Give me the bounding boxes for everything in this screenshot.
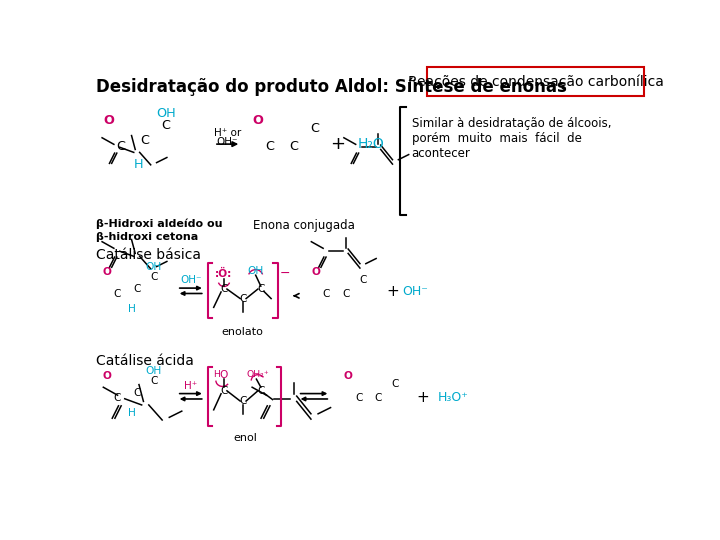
Text: +: + bbox=[330, 135, 346, 153]
Text: OH: OH bbox=[248, 266, 264, 276]
Text: Desidratação do produto Aldol: Síntese de enonas: Desidratação do produto Aldol: Síntese d… bbox=[96, 77, 567, 96]
Text: C: C bbox=[375, 393, 382, 403]
Text: OH⁻: OH⁻ bbox=[180, 275, 202, 286]
Text: H₃O⁺: H₃O⁺ bbox=[437, 391, 468, 404]
Text: C: C bbox=[150, 272, 157, 282]
Text: C: C bbox=[240, 294, 247, 303]
Text: O: O bbox=[252, 113, 263, 126]
Text: Enona conjugada: Enona conjugada bbox=[253, 219, 355, 232]
Text: Catálise básica: Catálise básica bbox=[96, 248, 201, 262]
Text: O: O bbox=[220, 370, 228, 380]
Text: −: − bbox=[280, 267, 291, 280]
Text: H₂O: H₂O bbox=[357, 137, 384, 151]
Text: OH: OH bbox=[145, 366, 162, 376]
Text: OH: OH bbox=[156, 107, 176, 120]
Text: +: + bbox=[386, 285, 399, 300]
Text: Catálise ácida: Catálise ácida bbox=[96, 354, 194, 368]
Text: enolato: enolato bbox=[222, 327, 264, 336]
Text: O: O bbox=[311, 267, 320, 277]
Text: C: C bbox=[113, 393, 120, 403]
Text: C: C bbox=[289, 140, 299, 153]
Text: C: C bbox=[117, 140, 126, 153]
Text: H⁺ or: H⁺ or bbox=[214, 127, 240, 138]
FancyBboxPatch shape bbox=[427, 67, 644, 96]
Text: C: C bbox=[150, 376, 157, 386]
Text: H: H bbox=[213, 370, 220, 379]
Text: C: C bbox=[355, 393, 362, 403]
Text: β-Hidroxi aldeído ou
β-hidroxi cetona: β-Hidroxi aldeído ou β-hidroxi cetona bbox=[96, 219, 222, 242]
Text: O: O bbox=[102, 371, 111, 381]
Text: C: C bbox=[310, 123, 319, 136]
Text: H⁺: H⁺ bbox=[184, 381, 197, 391]
Text: O: O bbox=[102, 267, 111, 277]
Text: C: C bbox=[133, 284, 140, 294]
Text: +: + bbox=[417, 390, 430, 405]
Text: C: C bbox=[257, 284, 264, 294]
Text: H: H bbox=[127, 408, 135, 418]
Text: C: C bbox=[220, 386, 228, 396]
Text: C: C bbox=[140, 134, 150, 147]
Text: Reações de condensação carbonílica: Reações de condensação carbonílica bbox=[408, 75, 664, 89]
Text: enol: enol bbox=[233, 433, 257, 443]
Text: C: C bbox=[359, 274, 366, 285]
Text: OH₂⁺: OH₂⁺ bbox=[246, 370, 269, 379]
Text: C: C bbox=[392, 379, 399, 388]
Text: C: C bbox=[220, 284, 228, 294]
Text: OH: OH bbox=[145, 262, 162, 272]
Text: OH⁻: OH⁻ bbox=[402, 286, 428, 299]
Text: OH⁻: OH⁻ bbox=[217, 137, 238, 147]
Text: C: C bbox=[342, 289, 350, 299]
Text: C: C bbox=[240, 396, 247, 406]
Text: C: C bbox=[266, 140, 274, 153]
Text: Similar à desidratação de álcoois,
porém  muito  mais  fácil  de
acontecer: Similar à desidratação de álcoois, porém… bbox=[412, 117, 611, 160]
Text: O: O bbox=[103, 113, 114, 126]
Text: C: C bbox=[323, 289, 330, 299]
Text: C: C bbox=[113, 289, 120, 299]
Text: H: H bbox=[134, 158, 144, 171]
Text: C: C bbox=[161, 119, 170, 132]
Text: H: H bbox=[127, 304, 135, 314]
Text: O: O bbox=[344, 371, 353, 381]
Text: C: C bbox=[257, 386, 264, 396]
Text: C: C bbox=[133, 388, 140, 398]
Text: :Ö:: :Ö: bbox=[215, 269, 233, 280]
